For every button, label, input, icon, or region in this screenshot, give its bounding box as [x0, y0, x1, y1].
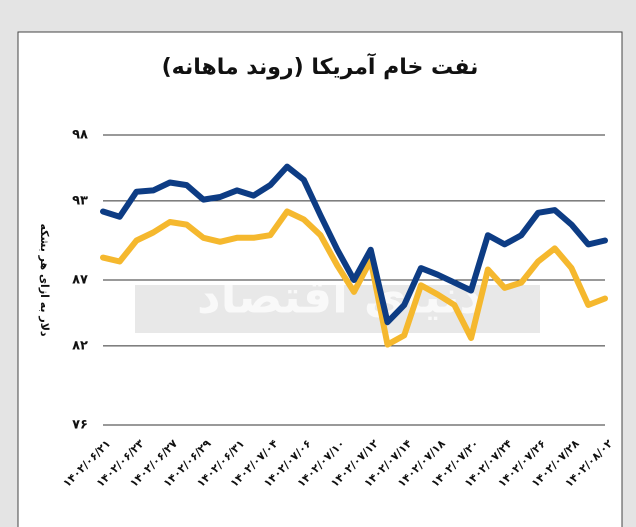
y-tick-label: ۹۳ — [72, 193, 88, 208]
y-tick-label: ۷۶ — [72, 418, 88, 433]
y-tick-label: ۸۷ — [72, 273, 88, 288]
line — [100, 163, 608, 326]
y-tick-label: ۸۲ — [72, 338, 88, 353]
y-axis-label: دلار به ازای هر بشکه — [38, 223, 51, 336]
line — [100, 208, 608, 348]
chart-title: نفت خام آمریکا (روند ماهانه) — [162, 52, 479, 80]
y-tick-label: ۹۸ — [72, 128, 88, 143]
